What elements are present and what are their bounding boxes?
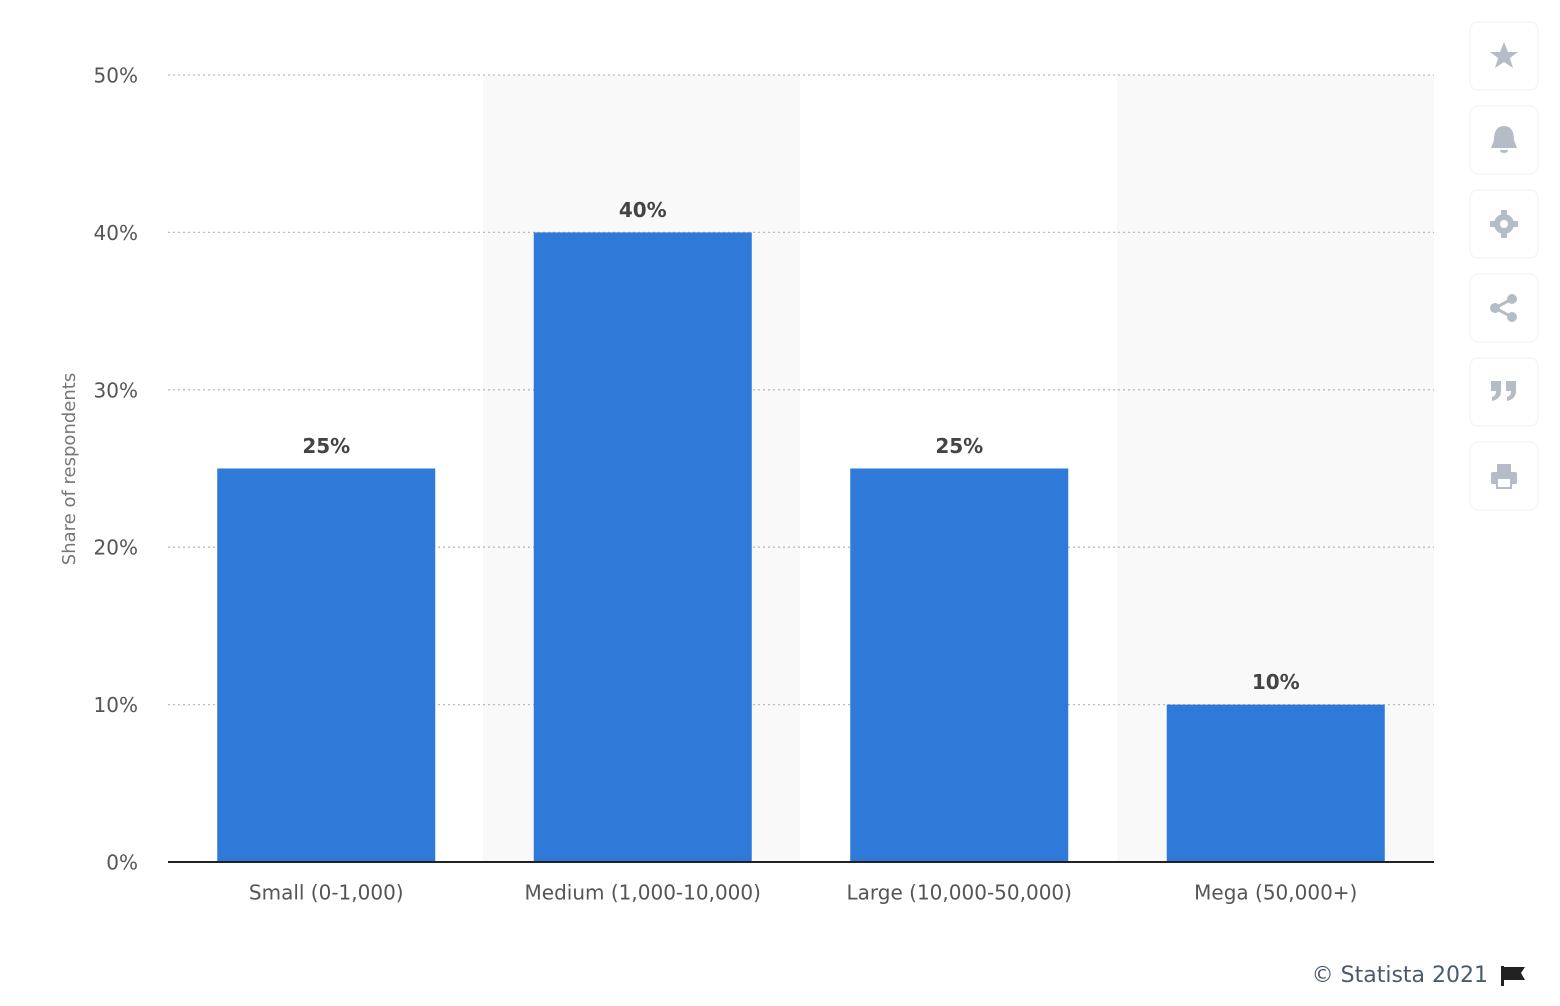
y-tick-label: 40% <box>94 221 138 245</box>
y-axis-label: Share of respondents <box>59 373 80 565</box>
value-label: 25% <box>935 434 983 458</box>
bar <box>850 468 1069 862</box>
cite-button[interactable] <box>1469 357 1539 427</box>
value-label: 25% <box>302 434 350 458</box>
bar <box>533 232 752 862</box>
x-tick-label: Large (10,000-50,000) <box>847 881 1072 905</box>
y-tick-label: 10% <box>94 693 138 717</box>
toolbar <box>1469 21 1539 511</box>
x-tick-label: Mega (50,000+) <box>1194 881 1357 905</box>
share-button[interactable] <box>1469 273 1539 343</box>
favorite-button[interactable] <box>1469 21 1539 91</box>
y-tick-label: 0% <box>106 851 138 875</box>
y-tick-label: 20% <box>94 536 138 560</box>
x-tick-label: Medium (1,000-10,000) <box>525 881 761 905</box>
print-button[interactable] <box>1469 441 1539 511</box>
x-tick-label: Small (0-1,000) <box>249 881 404 905</box>
bar <box>1166 704 1385 862</box>
bar <box>217 468 436 862</box>
value-label: 10% <box>1252 670 1300 694</box>
y-tick-label: 30% <box>94 378 138 402</box>
flag-icon <box>1501 966 1525 986</box>
settings-button[interactable] <box>1469 189 1539 259</box>
credit: © Statista 2021 <box>1312 963 1488 988</box>
alert-button[interactable] <box>1469 105 1539 175</box>
value-label: 40% <box>619 198 667 222</box>
y-tick-label: 50% <box>94 64 138 88</box>
